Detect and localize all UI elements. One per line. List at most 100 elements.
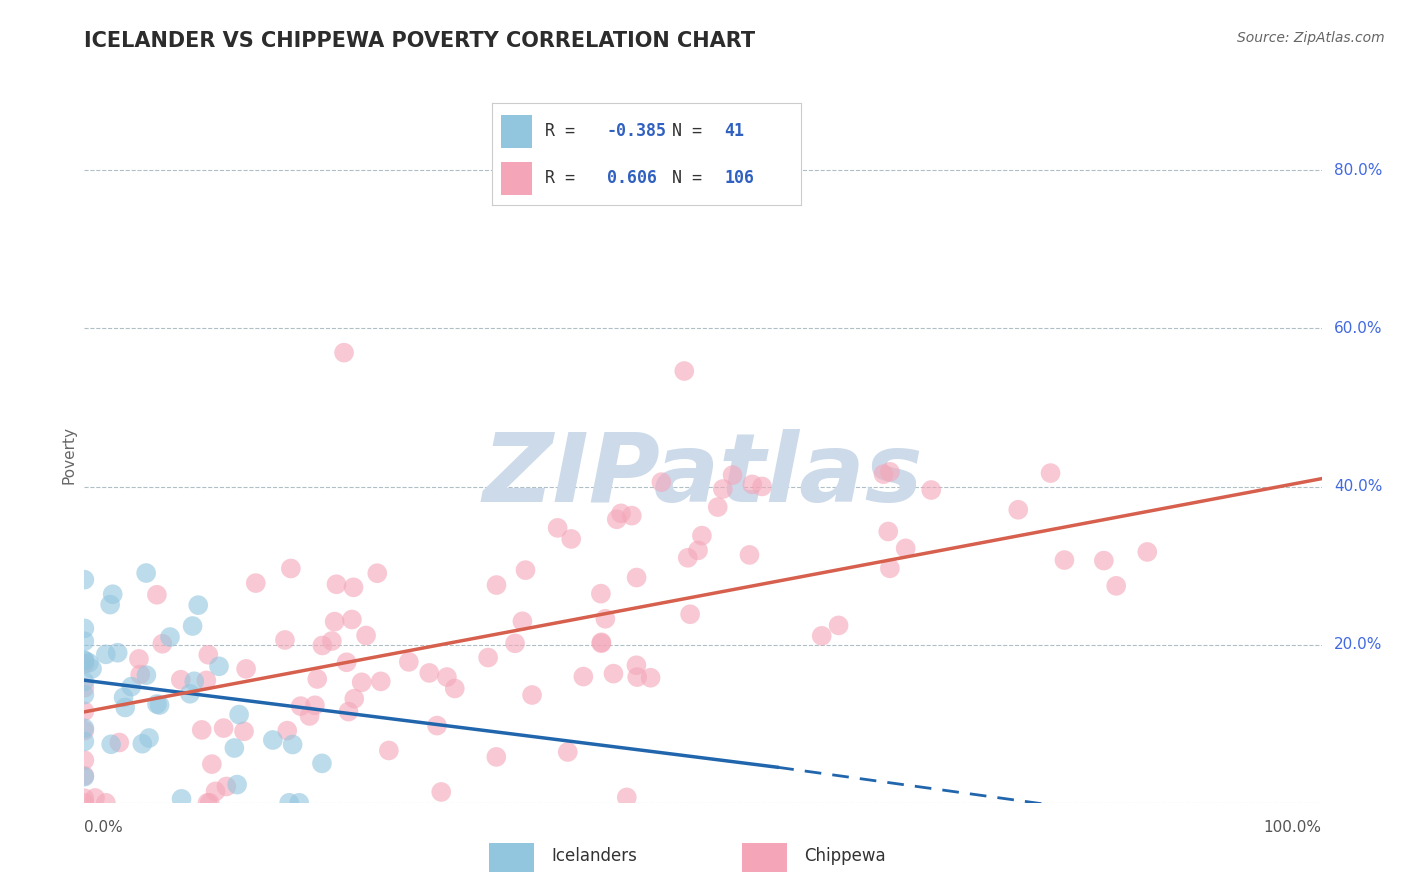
Point bbox=[281, 738, 304, 752]
Point bbox=[215, 780, 238, 794]
Point bbox=[512, 615, 534, 629]
Point bbox=[195, 673, 218, 688]
Text: Chippewa: Chippewa bbox=[804, 847, 886, 865]
Point bbox=[333, 345, 356, 359]
Point bbox=[146, 697, 169, 711]
Point bbox=[650, 475, 672, 489]
Point bbox=[290, 699, 312, 714]
Point bbox=[114, 700, 136, 714]
Point bbox=[589, 587, 612, 601]
Point bbox=[208, 659, 231, 673]
FancyBboxPatch shape bbox=[502, 115, 533, 148]
Point bbox=[366, 566, 388, 581]
Point bbox=[304, 698, 326, 713]
Point bbox=[354, 628, 377, 642]
Point bbox=[676, 550, 699, 565]
Point bbox=[591, 636, 613, 650]
Point bbox=[323, 615, 346, 629]
Text: 41: 41 bbox=[724, 122, 744, 140]
Point bbox=[120, 680, 142, 694]
Point bbox=[94, 796, 117, 810]
Point bbox=[212, 721, 235, 735]
Point bbox=[146, 588, 169, 602]
Point bbox=[129, 667, 152, 681]
Point bbox=[73, 634, 96, 648]
Point bbox=[418, 665, 440, 680]
Point bbox=[606, 512, 628, 526]
Point bbox=[591, 635, 613, 649]
Point bbox=[77, 656, 100, 670]
Point bbox=[235, 662, 257, 676]
Point bbox=[426, 718, 449, 732]
Point bbox=[879, 561, 901, 575]
Point bbox=[73, 681, 96, 695]
Point bbox=[128, 652, 150, 666]
Point bbox=[181, 619, 204, 633]
Point bbox=[626, 570, 648, 584]
Point bbox=[183, 674, 205, 689]
Point bbox=[107, 646, 129, 660]
Point bbox=[872, 467, 894, 482]
Text: N =: N = bbox=[672, 122, 711, 140]
Point bbox=[477, 650, 499, 665]
Point bbox=[350, 675, 373, 690]
Point bbox=[73, 653, 96, 667]
Text: -0.385: -0.385 bbox=[606, 122, 666, 140]
Point bbox=[1039, 466, 1062, 480]
Point bbox=[721, 468, 744, 483]
Point bbox=[690, 528, 713, 542]
Point bbox=[170, 792, 193, 806]
Point bbox=[84, 791, 107, 805]
Point bbox=[288, 796, 311, 810]
Point bbox=[827, 618, 849, 632]
Point bbox=[179, 687, 201, 701]
Point bbox=[321, 634, 343, 648]
Point bbox=[686, 543, 709, 558]
Point bbox=[228, 707, 250, 722]
Point bbox=[204, 784, 226, 798]
Point bbox=[711, 482, 734, 496]
Y-axis label: Poverty: Poverty bbox=[60, 425, 76, 484]
Text: 60.0%: 60.0% bbox=[1334, 321, 1382, 336]
Point bbox=[73, 721, 96, 735]
Point bbox=[595, 612, 617, 626]
Text: 0.0%: 0.0% bbox=[84, 821, 124, 835]
Point bbox=[274, 632, 297, 647]
Point bbox=[673, 364, 696, 378]
Point bbox=[197, 648, 219, 662]
Point bbox=[560, 532, 582, 546]
Point bbox=[73, 723, 96, 738]
Point bbox=[94, 648, 117, 662]
Point bbox=[135, 566, 157, 580]
Point bbox=[1053, 553, 1076, 567]
Point bbox=[343, 691, 366, 706]
Point bbox=[738, 548, 761, 562]
Point bbox=[73, 654, 96, 668]
Point bbox=[602, 666, 624, 681]
Point bbox=[298, 709, 321, 723]
Point bbox=[197, 796, 219, 810]
Point bbox=[226, 778, 249, 792]
Text: Source: ZipAtlas.com: Source: ZipAtlas.com bbox=[1237, 31, 1385, 45]
FancyBboxPatch shape bbox=[502, 162, 533, 194]
Point bbox=[679, 607, 702, 622]
Point bbox=[245, 576, 267, 591]
Point bbox=[336, 655, 359, 669]
Point bbox=[307, 672, 329, 686]
Text: 20.0%: 20.0% bbox=[1334, 637, 1382, 652]
Point bbox=[557, 745, 579, 759]
Text: 80.0%: 80.0% bbox=[1334, 163, 1382, 178]
Point bbox=[640, 671, 662, 685]
Point bbox=[1136, 545, 1159, 559]
Point bbox=[311, 639, 333, 653]
Point bbox=[626, 658, 648, 673]
Point bbox=[1105, 579, 1128, 593]
Point bbox=[278, 796, 301, 810]
Text: 40.0%: 40.0% bbox=[1334, 479, 1382, 494]
Point bbox=[131, 737, 153, 751]
Point bbox=[620, 508, 643, 523]
Point bbox=[138, 731, 160, 745]
Point bbox=[741, 477, 763, 491]
Point bbox=[515, 563, 537, 577]
Point bbox=[325, 577, 347, 591]
